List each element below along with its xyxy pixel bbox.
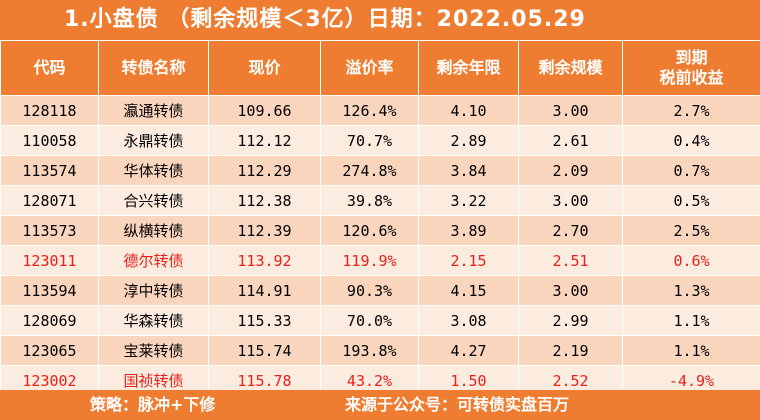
name-cell: 华森转债 — [98, 305, 209, 336]
price-cell: 113.92 — [208, 245, 321, 276]
code-cell: 113573 — [0, 215, 99, 246]
ytm-cell: 1.1% — [622, 335, 760, 366]
ytm-cell: 0.5% — [622, 185, 760, 216]
header-ytm-line1: 到期 — [675, 48, 708, 67]
table-title: 1.小盘债 （剩余规模＜3亿）日期：2022.05.29 — [0, 0, 760, 40]
table-body: 128118 瀛通转债 109.66 126.4% 4.10 3.00 2.7% 110058… — [0, 95, 760, 396]
premium-cell: 39.8% — [320, 185, 419, 216]
size-cell: 2.19 — [518, 335, 623, 366]
price-cell: 115.33 — [208, 305, 321, 336]
name-cell: 永鼎转债 — [98, 125, 209, 156]
header-size: 剩余规模 — [518, 40, 623, 96]
table-row: 123065 宝莱转债 115.74 193.8% 4.27 2.19 1.1% — [0, 335, 760, 366]
size-cell: 2.61 — [518, 125, 623, 156]
source-text: 来源于公众号：可转债实盘百万 — [345, 395, 570, 414]
premium-cell: 90.3% — [320, 275, 419, 306]
table-row: 110058 永鼎转债 112.12 70.7% 2.89 2.61 0.4% — [0, 125, 760, 156]
bond-table: 代码 转债名称 现价 溢价率 剩余年限 剩余规模 到期 税前收益 128118 瀛… — [0, 40, 760, 396]
years-cell: 3.89 — [418, 215, 519, 246]
price-cell: 114.91 — [208, 275, 321, 306]
price-cell: 109.66 — [208, 95, 321, 126]
years-cell: 4.27 — [418, 335, 519, 366]
code-cell: 123011 — [0, 245, 99, 276]
header-row: 代码 转债名称 现价 溢价率 剩余年限 剩余规模 到期 税前收益 — [0, 40, 760, 96]
price-cell: 112.39 — [208, 215, 321, 246]
ytm-cell: 0.7% — [622, 155, 760, 186]
size-cell: 2.70 — [518, 215, 623, 246]
ytm-cell: 2.5% — [622, 215, 760, 246]
name-cell: 合兴转债 — [98, 185, 209, 216]
price-cell: 112.12 — [208, 125, 321, 156]
price-cell: 112.29 — [208, 155, 321, 186]
years-cell: 2.89 — [418, 125, 519, 156]
price-cell: 115.74 — [208, 335, 321, 366]
table-row: 113573 纵横转债 112.39 120.6% 3.89 2.70 2.5% — [0, 215, 760, 246]
table-row: 113574 华体转债 112.29 274.8% 3.84 2.09 0.7% — [0, 155, 760, 186]
table-row: 113594 淳中转债 114.91 90.3% 4.15 3.00 1.3% — [0, 275, 760, 306]
ytm-cell: 1.3% — [622, 275, 760, 306]
name-cell: 宝莱转债 — [98, 335, 209, 366]
title-text: 1.小盘债 （剩余规模＜3亿）日期：2022.05.29 — [64, 7, 586, 32]
price-cell: 112.38 — [208, 185, 321, 216]
ytm-cell: 1.1% — [622, 305, 760, 336]
code-cell: 128069 — [0, 305, 99, 336]
header-years: 剩余年限 — [418, 40, 519, 96]
size-cell: 2.99 — [518, 305, 623, 336]
code-cell: 113574 — [0, 155, 99, 186]
premium-cell: 70.7% — [320, 125, 419, 156]
header-ytm: 到期 税前收益 — [622, 40, 760, 96]
code-cell: 123065 — [0, 335, 99, 366]
table-row: 128071 合兴转债 112.38 39.8% 3.22 3.00 0.5% — [0, 185, 760, 216]
premium-cell: 119.9% — [320, 245, 419, 276]
ytm-cell: 2.7% — [622, 95, 760, 126]
years-cell: 3.84 — [418, 155, 519, 186]
years-cell: 4.15 — [418, 275, 519, 306]
years-cell: 3.22 — [418, 185, 519, 216]
header-price: 现价 — [208, 40, 321, 96]
ytm-cell: 0.6% — [622, 245, 760, 276]
header-code: 代码 — [0, 40, 99, 96]
code-cell: 113594 — [0, 275, 99, 306]
footer-bar: 策略：脉冲+下修 来源于公众号：可转债实盘百万 — [0, 390, 760, 420]
table-row: 123011 德尔转债 113.92 119.9% 2.15 2.51 0.6% — [0, 245, 760, 276]
premium-cell: 126.4% — [320, 95, 419, 126]
header-name: 转债名称 — [98, 40, 209, 96]
code-cell: 128118 — [0, 95, 99, 126]
premium-cell: 70.0% — [320, 305, 419, 336]
size-cell: 2.09 — [518, 155, 623, 186]
size-cell: 3.00 — [518, 185, 623, 216]
premium-cell: 120.6% — [320, 215, 419, 246]
premium-cell: 193.8% — [320, 335, 419, 366]
name-cell: 华体转债 — [98, 155, 209, 186]
premium-cell: 274.8% — [320, 155, 419, 186]
size-cell: 3.00 — [518, 95, 623, 126]
name-cell: 淳中转债 — [98, 275, 209, 306]
table-row: 128118 瀛通转债 109.66 126.4% 4.10 3.00 2.7% — [0, 95, 760, 126]
header-ytm-line2: 税前收益 — [659, 68, 724, 87]
ytm-cell: 0.4% — [622, 125, 760, 156]
name-cell: 纵横转债 — [98, 215, 209, 246]
strategy-text: 策略：脉冲+下修 — [90, 395, 216, 414]
table-row: 128069 华森转债 115.33 70.0% 3.08 2.99 1.1% — [0, 305, 760, 336]
header-premium: 溢价率 — [320, 40, 419, 96]
size-cell: 3.00 — [518, 275, 623, 306]
years-cell: 3.08 — [418, 305, 519, 336]
code-cell: 110058 — [0, 125, 99, 156]
code-cell: 128071 — [0, 185, 99, 216]
size-cell: 2.51 — [518, 245, 623, 276]
name-cell: 德尔转债 — [98, 245, 209, 276]
name-cell: 瀛通转债 — [98, 95, 209, 126]
years-cell: 4.10 — [418, 95, 519, 126]
years-cell: 2.15 — [418, 245, 519, 276]
